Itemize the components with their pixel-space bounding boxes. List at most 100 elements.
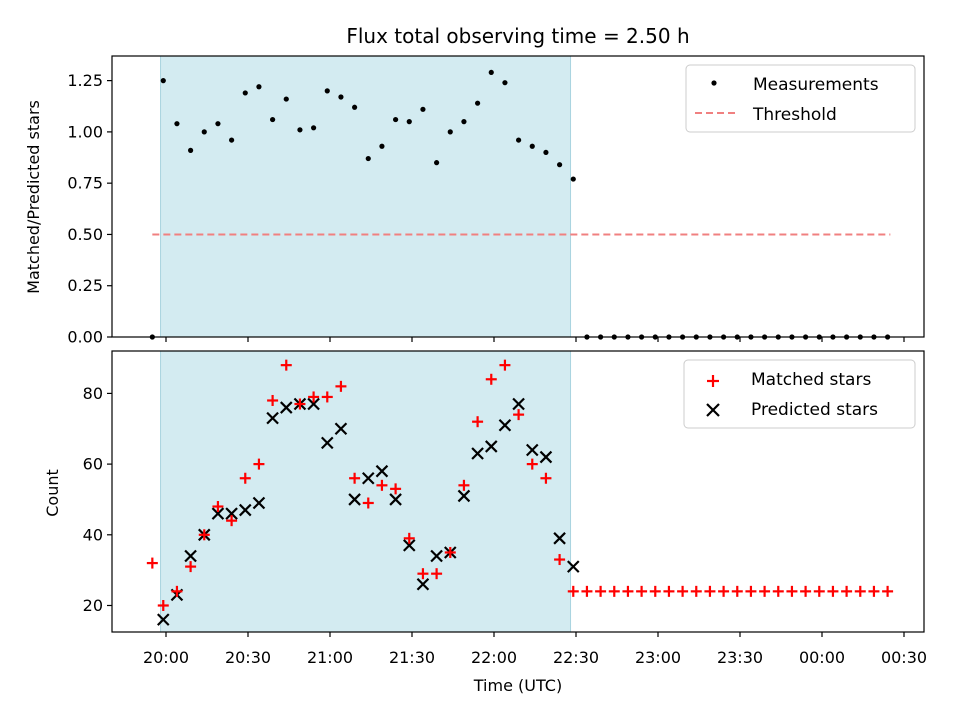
- matched-star-point: [335, 380, 347, 392]
- measurement-point: [229, 137, 235, 143]
- predicted-star-point: [238, 503, 252, 517]
- matched-star-point: [854, 585, 866, 597]
- matched-star-point: [239, 472, 251, 484]
- predicted-star-point: [498, 418, 512, 432]
- matched-star-point: [308, 391, 320, 403]
- matched-star-point: [526, 458, 538, 470]
- bottom-shaded-interval: [160, 350, 572, 633]
- x-tick-label: 21:00: [307, 648, 353, 667]
- predicted-star-point: [484, 440, 498, 453]
- matched-star-point: [841, 585, 853, 597]
- predicted-star-point: [512, 397, 525, 411]
- matched-star-point: [704, 585, 716, 597]
- measurement-point: [557, 162, 563, 168]
- measurement-point: [160, 78, 166, 84]
- matched-star-point: [786, 585, 798, 597]
- matched-star-point: [567, 585, 579, 597]
- predicted-star-point: [402, 539, 416, 552]
- chart-title: Flux total observing time = 2.50 h: [346, 24, 689, 48]
- measurement-point: [215, 121, 221, 127]
- top-y-tick-label: 0.50: [67, 225, 103, 244]
- matched-star-point: [280, 359, 292, 371]
- legend-measurements-marker: [711, 80, 717, 86]
- matched-star-point: [595, 585, 607, 597]
- x-tick-label: 22:30: [553, 648, 599, 667]
- legend-predicted-stars-marker: [706, 403, 720, 417]
- top-y-tick-label: 1.00: [67, 122, 103, 141]
- top-y-tick-label: 1.25: [67, 71, 103, 90]
- matched-star-point: [267, 394, 279, 406]
- bottom-y-tick-label: 20: [83, 596, 103, 615]
- matched-star-point: [800, 585, 812, 597]
- matched-star-point: [636, 585, 648, 597]
- matched-star-point: [212, 501, 224, 513]
- matched-star-point: [226, 515, 238, 527]
- legend-matched-stars-label: Matched stars: [751, 370, 871, 390]
- predicted-star-point: [430, 549, 443, 563]
- top-y-tick-label: 0.25: [67, 276, 103, 295]
- x-axis-label: Time (UTC): [473, 676, 562, 695]
- matched-star-point: [882, 585, 894, 597]
- top-y-axis-label: Matched/Predicted stars: [24, 100, 43, 294]
- measurement-point: [311, 125, 317, 131]
- measurement-point: [201, 129, 207, 135]
- measurement-point: [174, 121, 180, 127]
- matched-star-point: [431, 568, 443, 580]
- predicted-star-point: [252, 496, 266, 510]
- matched-star-point: [417, 568, 429, 580]
- matched-star-point: [827, 585, 839, 597]
- bottom-panel: 20:00 20:30 21:00 21:30 22:00 22:30 23:00 23:30…: [43, 350, 927, 667]
- predicted-star-point: [184, 549, 197, 563]
- matched-star-point: [499, 359, 511, 371]
- matched-star-point: [608, 585, 620, 597]
- top-shaded-interval: [160, 55, 572, 338]
- predicted-star-point: [279, 401, 293, 414]
- measurement-point: [352, 104, 358, 110]
- predicted-star-point: [566, 560, 580, 573]
- predicted-star-point: [211, 507, 225, 520]
- measurement-point: [516, 137, 522, 143]
- bottom-legend: Matched stars Predicted stars: [683, 359, 916, 429]
- matched-star-point: [294, 398, 306, 410]
- measurement-point: [488, 69, 494, 76]
- matched-star-point: [157, 599, 169, 611]
- x-tick-label: 21:30: [389, 648, 435, 667]
- matched-star-point: [731, 585, 743, 597]
- measurement-point: [270, 116, 276, 123]
- matched-star-point: [868, 585, 880, 597]
- measurement-point: [256, 84, 262, 90]
- matched-star-point: [813, 585, 825, 597]
- top-legend-box: [685, 64, 916, 133]
- matched-star-point: [349, 472, 361, 484]
- measurement-point: [529, 143, 535, 149]
- matched-star-point: [376, 479, 388, 491]
- matched-star-point: [745, 585, 757, 597]
- legend-threshold-label: Threshold: [752, 105, 837, 125]
- matched-star-point: [485, 373, 497, 385]
- legend-predicted-stars-label: Predicted stars: [751, 400, 878, 420]
- legend-measurements-label: Measurements: [753, 75, 879, 95]
- predicted-star-point: [225, 507, 238, 520]
- bottom-y-axis-label: Count: [43, 469, 62, 517]
- x-tick-label: 00:00: [799, 648, 845, 667]
- predicted-star-point: [553, 532, 566, 545]
- x-tick-label: 20:00: [143, 648, 189, 667]
- predicted-star-point: [307, 397, 320, 411]
- matched-star-point: [554, 554, 566, 566]
- measurement-point: [543, 149, 549, 156]
- top-legend: Measurements Threshold: [685, 64, 916, 133]
- measurement-point: [475, 100, 481, 106]
- predicted-star-point: [156, 613, 170, 626]
- matched-star-point: [772, 585, 784, 597]
- matched-star-point: [362, 497, 374, 509]
- measurement-point: [502, 80, 508, 86]
- matched-star-point: [622, 585, 634, 597]
- legend-matched-stars-marker: [707, 375, 719, 387]
- measurement-point: [420, 106, 426, 112]
- measurement-point: [406, 119, 412, 125]
- matched-star-point: [649, 585, 661, 597]
- matched-star-point: [759, 585, 771, 597]
- matched-star-point: [677, 585, 689, 597]
- matched-star-point: [472, 416, 484, 428]
- matched-star-point: [321, 391, 333, 403]
